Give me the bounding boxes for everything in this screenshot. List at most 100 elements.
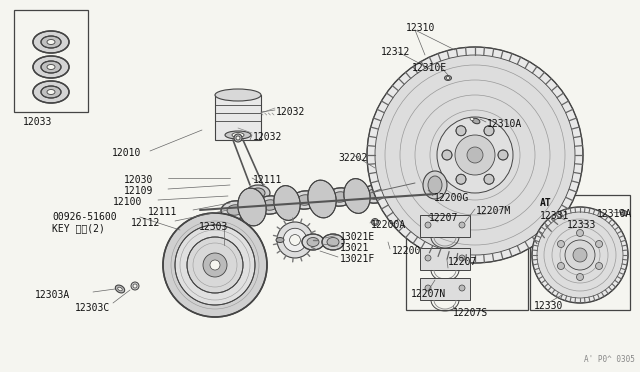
Circle shape (284, 228, 307, 252)
Ellipse shape (236, 136, 240, 140)
Ellipse shape (322, 234, 344, 250)
Ellipse shape (118, 287, 122, 291)
Circle shape (467, 147, 483, 163)
Circle shape (375, 55, 575, 255)
Ellipse shape (419, 186, 431, 198)
Circle shape (484, 174, 494, 184)
Text: 00926-51600: 00926-51600 (52, 212, 116, 222)
Ellipse shape (459, 285, 465, 291)
Ellipse shape (459, 222, 465, 228)
Ellipse shape (47, 64, 55, 70)
Ellipse shape (41, 61, 61, 73)
Circle shape (203, 253, 227, 277)
Text: 12333: 12333 (567, 220, 596, 230)
Ellipse shape (307, 237, 319, 247)
Text: 12200: 12200 (392, 246, 421, 256)
Text: 12200G: 12200G (434, 193, 469, 203)
Text: 12033: 12033 (23, 117, 52, 127)
Circle shape (557, 241, 564, 247)
Ellipse shape (262, 200, 278, 210)
Ellipse shape (215, 89, 261, 101)
Circle shape (290, 235, 300, 246)
Ellipse shape (621, 211, 627, 216)
Ellipse shape (459, 255, 465, 261)
Circle shape (456, 126, 466, 136)
Ellipse shape (33, 31, 69, 53)
Ellipse shape (221, 201, 249, 219)
Circle shape (532, 207, 628, 303)
Text: 13021: 13021 (340, 243, 369, 253)
Ellipse shape (225, 131, 251, 139)
Circle shape (367, 47, 583, 263)
Text: 12032: 12032 (276, 107, 305, 117)
Ellipse shape (423, 171, 447, 199)
Ellipse shape (246, 185, 270, 201)
Ellipse shape (232, 132, 244, 138)
Text: A' P0^ 0305: A' P0^ 0305 (584, 355, 635, 364)
Text: 12331: 12331 (540, 211, 570, 221)
Ellipse shape (47, 90, 55, 94)
Bar (14, 10, 88, 112)
Ellipse shape (472, 118, 480, 124)
Ellipse shape (425, 285, 431, 291)
Circle shape (596, 263, 602, 269)
Bar (215, 95, 261, 140)
Text: 12207N: 12207N (411, 289, 446, 299)
Circle shape (557, 263, 564, 269)
Ellipse shape (227, 205, 243, 215)
Ellipse shape (33, 81, 69, 103)
Circle shape (187, 237, 243, 293)
Text: 12111: 12111 (148, 207, 177, 217)
Circle shape (537, 212, 623, 298)
Ellipse shape (115, 285, 125, 293)
Ellipse shape (274, 186, 300, 220)
Text: 12100: 12100 (113, 197, 142, 207)
Text: 12310A: 12310A (487, 119, 522, 129)
Ellipse shape (402, 186, 418, 196)
Ellipse shape (131, 282, 139, 290)
Ellipse shape (302, 234, 324, 250)
Bar (420, 278, 470, 300)
Ellipse shape (234, 134, 242, 142)
Ellipse shape (297, 195, 313, 205)
Circle shape (277, 222, 313, 258)
Bar (530, 195, 630, 310)
Circle shape (456, 174, 466, 184)
Text: AT: AT (540, 198, 552, 208)
Ellipse shape (41, 86, 61, 98)
Text: 12200A: 12200A (371, 220, 406, 230)
Text: 12030: 12030 (124, 175, 154, 185)
Text: 13021F: 13021F (340, 254, 375, 264)
Ellipse shape (378, 174, 406, 212)
Text: 12112: 12112 (131, 218, 161, 228)
Circle shape (577, 230, 584, 237)
Ellipse shape (428, 176, 442, 194)
Ellipse shape (276, 237, 284, 243)
Text: 12010: 12010 (112, 148, 141, 158)
Text: 12310: 12310 (406, 23, 435, 33)
Circle shape (163, 213, 267, 317)
Ellipse shape (620, 209, 623, 212)
Text: 12330: 12330 (534, 301, 563, 311)
Text: 12303A: 12303A (35, 290, 70, 300)
Ellipse shape (425, 255, 431, 261)
Ellipse shape (291, 191, 319, 209)
Text: 12207: 12207 (429, 213, 458, 223)
Circle shape (175, 225, 255, 305)
Ellipse shape (256, 196, 284, 214)
Ellipse shape (396, 182, 424, 200)
Circle shape (442, 150, 452, 160)
Ellipse shape (251, 188, 265, 198)
Text: 12207S: 12207S (453, 308, 488, 318)
Ellipse shape (470, 118, 474, 121)
Text: KEY キー(2): KEY キー(2) (52, 223, 105, 233)
Ellipse shape (447, 77, 449, 80)
Ellipse shape (41, 36, 61, 48)
Text: 12111: 12111 (253, 175, 282, 185)
Circle shape (596, 241, 602, 247)
Text: 12303C: 12303C (75, 303, 110, 313)
Text: 13021E: 13021E (340, 232, 375, 242)
Ellipse shape (326, 188, 354, 206)
Ellipse shape (414, 182, 436, 202)
Ellipse shape (308, 180, 336, 218)
